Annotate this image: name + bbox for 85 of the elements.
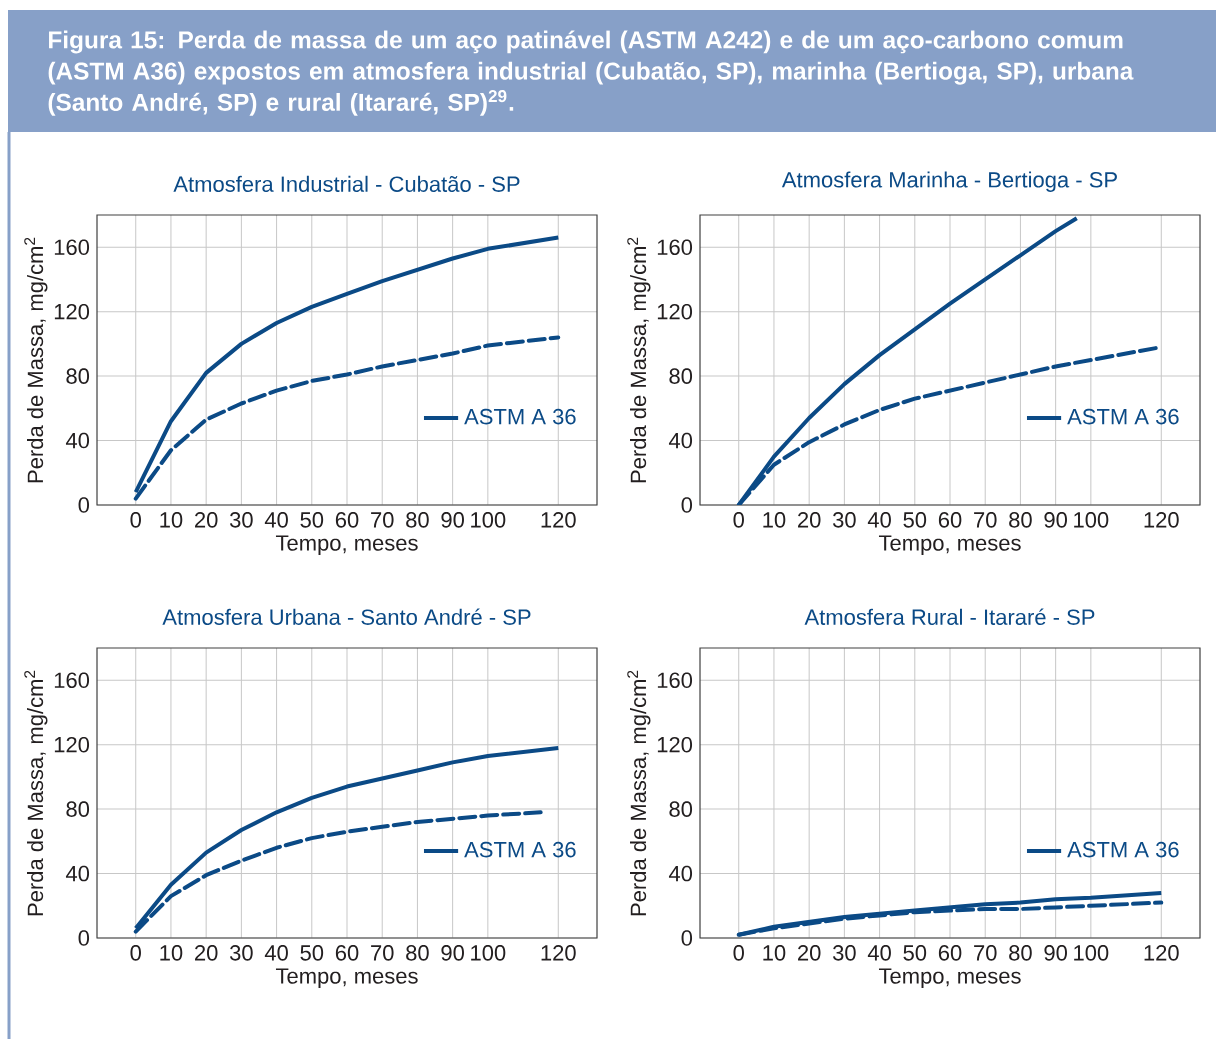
x-tick-label: 40 — [867, 945, 891, 961]
legend-label: ASTM A 36 — [1067, 409, 1179, 425]
x-tick-label: 60 — [938, 512, 962, 528]
x-tick-label: 100 — [471, 945, 506, 961]
y-tick-label: 120 — [657, 304, 693, 320]
y-tick-label: 120 — [54, 304, 90, 320]
y-tick-label: 160 — [657, 672, 693, 689]
chart-title: Atmosfera Rural - Itararé - SP — [804, 608, 1095, 626]
y-tick-label: 80 — [669, 801, 693, 818]
y-tick-label: 0 — [78, 497, 90, 514]
x-tick-label: 20 — [798, 512, 821, 528]
x-tick-label: 40 — [867, 512, 891, 528]
legend-label: ASTM A 36 — [1067, 842, 1179, 858]
x-tick-label: 100 — [471, 512, 506, 528]
x-tick-label: 60 — [335, 945, 359, 961]
y-tick-label: 80 — [66, 368, 90, 385]
x-tick-label: 40 — [264, 945, 288, 961]
x-tick-label: 120 — [541, 945, 576, 961]
x-tick-label: 0 — [130, 945, 141, 961]
x-tick-label: 20 — [195, 945, 218, 961]
x-tick-label: 10 — [763, 512, 786, 528]
x-tick-label: 40 — [264, 512, 288, 528]
x-axis-title: Tempo, meses — [275, 968, 418, 989]
y-tick-label: 80 — [66, 801, 90, 818]
x-tick-label: 100 — [1074, 945, 1109, 961]
x-axis-title: Tempo, meses — [878, 535, 1021, 556]
x-tick-label: 60 — [335, 512, 359, 528]
text: Figura 15: Perda de massa de um aço patinável (ASTM A242) e de um aço-carbono comum (ASTM A36) expostos em atmosfera industrial (Cubatão, SP), marinha (Bertioga, SP), urbana (Santo André, SP) e rural (Itararé, SP)$^{29}$. — [48, 30, 1134, 116]
x-tick-label: 70 — [371, 512, 394, 528]
x-axis-title: Tempo, meses — [275, 535, 418, 556]
x-tick-label: 80 — [1009, 512, 1032, 528]
x-tick-label: 80 — [406, 945, 429, 961]
x-tick-label: 20 — [195, 512, 218, 528]
y-axis-title: Perda de Massa, mg/cm$^{2}$ — [24, 238, 48, 483]
chart-title: Atmosfera Urbana - Santo André - SP — [162, 608, 531, 626]
legend-label: ASTM A 36 — [464, 842, 576, 858]
x-tick-label: 10 — [763, 945, 786, 961]
x-tick-label: 120 — [541, 512, 576, 528]
y-tick-label: 40 — [65, 866, 90, 882]
y-tick-label: 160 — [657, 239, 693, 256]
y-tick-label: 40 — [65, 433, 90, 449]
y-tick-label: 40 — [668, 433, 693, 449]
x-tick-label: 90 — [441, 945, 464, 961]
x-axis-title: Tempo, meses — [878, 968, 1021, 989]
x-tick-label: 50 — [300, 512, 324, 528]
chart-title: Atmosfera Marinha - Bertioga - SP — [781, 171, 1117, 193]
x-tick-label: 90 — [1044, 512, 1067, 528]
x-tick-label: 70 — [371, 945, 394, 961]
y-axis-title: Perda de Massa, mg/cm$^{2}$ — [627, 238, 651, 483]
x-tick-label: 50 — [300, 945, 324, 961]
x-tick-label: 120 — [1144, 945, 1179, 961]
legend-label: ASTM A 36 — [464, 409, 576, 425]
x-tick-label: 80 — [406, 512, 429, 528]
x-tick-label: 60 — [938, 945, 962, 961]
x-tick-label: 10 — [160, 512, 183, 528]
x-tick-label: 90 — [1044, 945, 1067, 961]
x-tick-label: 0 — [130, 512, 141, 528]
x-tick-label: 10 — [160, 945, 183, 961]
x-tick-label: 80 — [1009, 945, 1032, 961]
y-axis-title: Perda de Massa, mg/cm$^{2}$ — [24, 671, 48, 916]
x-tick-label: 20 — [798, 945, 821, 961]
x-tick-label: 100 — [1074, 512, 1109, 528]
x-tick-label: 0 — [733, 512, 744, 528]
x-tick-label: 90 — [441, 512, 464, 528]
x-tick-label: 70 — [974, 945, 997, 961]
y-tick-label: 80 — [669, 368, 693, 385]
x-tick-label: 30 — [832, 945, 856, 961]
y-tick-label: 0 — [78, 930, 90, 947]
x-tick-label: 30 — [229, 945, 253, 961]
x-tick-label: 70 — [974, 512, 997, 528]
y-tick-label: 120 — [54, 737, 90, 753]
y-tick-label: 0 — [681, 930, 693, 947]
y-tick-label: 40 — [668, 866, 693, 882]
x-tick-label: 50 — [903, 512, 927, 528]
x-tick-label: 30 — [229, 512, 253, 528]
y-tick-label: 0 — [681, 497, 693, 514]
y-tick-label: 160 — [54, 672, 90, 689]
y-tick-label: 120 — [657, 737, 693, 753]
x-tick-label: 0 — [733, 945, 744, 961]
y-axis-title: Perda de Massa, mg/cm$^{2}$ — [627, 671, 651, 916]
x-tick-label: 30 — [832, 512, 856, 528]
x-tick-label: 120 — [1144, 512, 1179, 528]
y-tick-label: 160 — [54, 239, 90, 256]
chart-title: Atmosfera Industrial - Cubatão - SP — [173, 176, 520, 193]
x-tick-label: 50 — [903, 945, 927, 961]
